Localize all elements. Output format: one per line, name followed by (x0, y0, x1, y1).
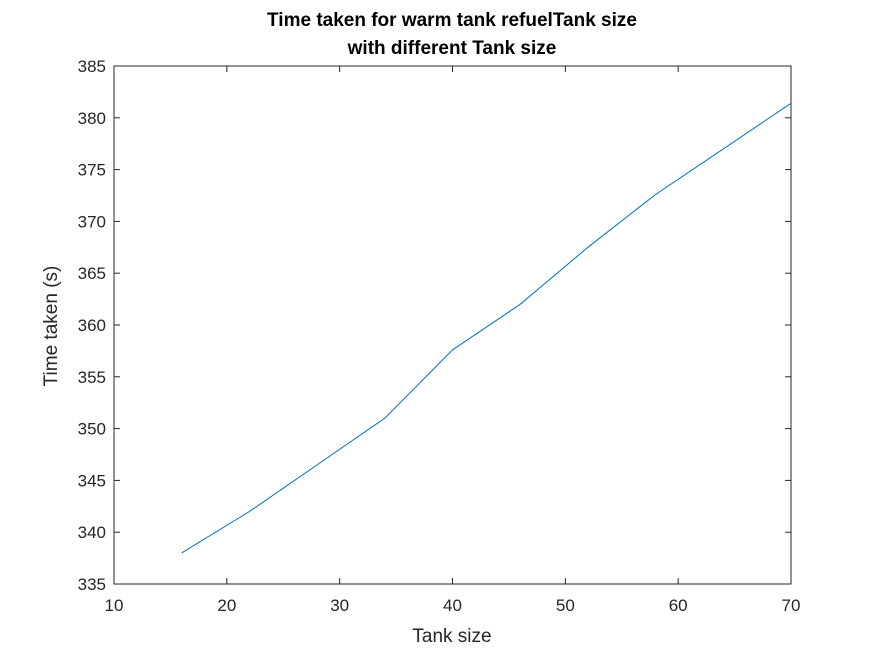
x-axis-ticks: 10 20 30 40 50 60 70 (105, 66, 801, 615)
x-tick-label: 70 (782, 596, 801, 615)
y-axis-label: Time taken (s) (41, 266, 62, 387)
y-tick-label: 375 (78, 161, 106, 180)
x-axis-label: Tank size (412, 626, 491, 647)
y-tick-label: 350 (78, 420, 106, 439)
x-tick-label: 10 (105, 596, 124, 615)
y-tick-label: 365 (78, 264, 106, 283)
y-tick-label: 340 (78, 523, 106, 542)
series-line (181, 102, 792, 554)
y-tick-label: 380 (78, 109, 106, 128)
x-tick-label: 50 (556, 596, 575, 615)
plot-area (113, 65, 792, 585)
x-tick-label: 40 (443, 596, 462, 615)
y-tick-label: 345 (78, 471, 106, 490)
x-tick-label: 20 (217, 596, 236, 615)
x-tick-label: 30 (330, 596, 349, 615)
y-tick-label: 335 (78, 575, 106, 594)
chart-title-line-1: Time taken for warm tank refuelTank size (267, 10, 637, 31)
y-tick-label: 355 (78, 368, 106, 387)
series-layer (181, 102, 792, 554)
x-tick-label: 60 (669, 596, 688, 615)
y-tick-label: 360 (78, 316, 106, 335)
y-tick-label: 385 (78, 57, 106, 76)
chart-title-line-2: with different Tank size (347, 38, 557, 59)
y-axis-ticks: 335 340 345 350 355 360 365 370 375 380 385 (78, 57, 791, 594)
y-tick-label: 370 (78, 212, 106, 231)
plot-frame (113, 65, 792, 585)
